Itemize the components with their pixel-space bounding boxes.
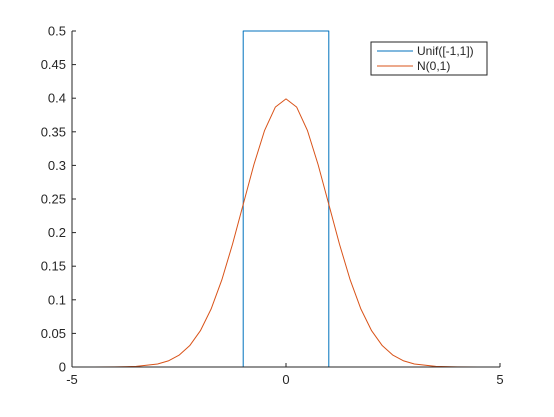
legend-label-0: Unif([-1,1]): [417, 44, 474, 58]
y-tick-label: 0.45: [41, 57, 66, 72]
y-tick-label: 0.25: [41, 192, 66, 207]
y-tick-label: 0.05: [41, 326, 66, 341]
x-tick-label: -5: [66, 372, 78, 387]
y-tick-label: 0.2: [48, 225, 66, 240]
axes-layer: -5 0 500.050.10.150.20.250.30.350.40.450.5: [41, 24, 504, 388]
y-tick-label: 0.35: [41, 124, 66, 139]
legend-label-1: N(0,1): [417, 59, 450, 73]
y-tick-label: 0.15: [41, 259, 66, 274]
x-tick-label: 0: [282, 372, 289, 387]
y-tick-label: 0.3: [48, 158, 66, 173]
plot-area: [72, 31, 500, 367]
legend-box: [370, 41, 488, 76]
y-tick-label: 0.5: [48, 24, 66, 39]
legend: Unif([-1,1])N(0,1): [370, 41, 488, 76]
y-tick-label: 0.4: [48, 91, 66, 106]
x-tick-label: 5: [496, 372, 503, 387]
plot-background: [72, 31, 500, 367]
series-line-1: [71, 98, 501, 368]
y-tick-label: 0: [59, 360, 66, 375]
y-tick-label: 0.1: [48, 292, 66, 307]
